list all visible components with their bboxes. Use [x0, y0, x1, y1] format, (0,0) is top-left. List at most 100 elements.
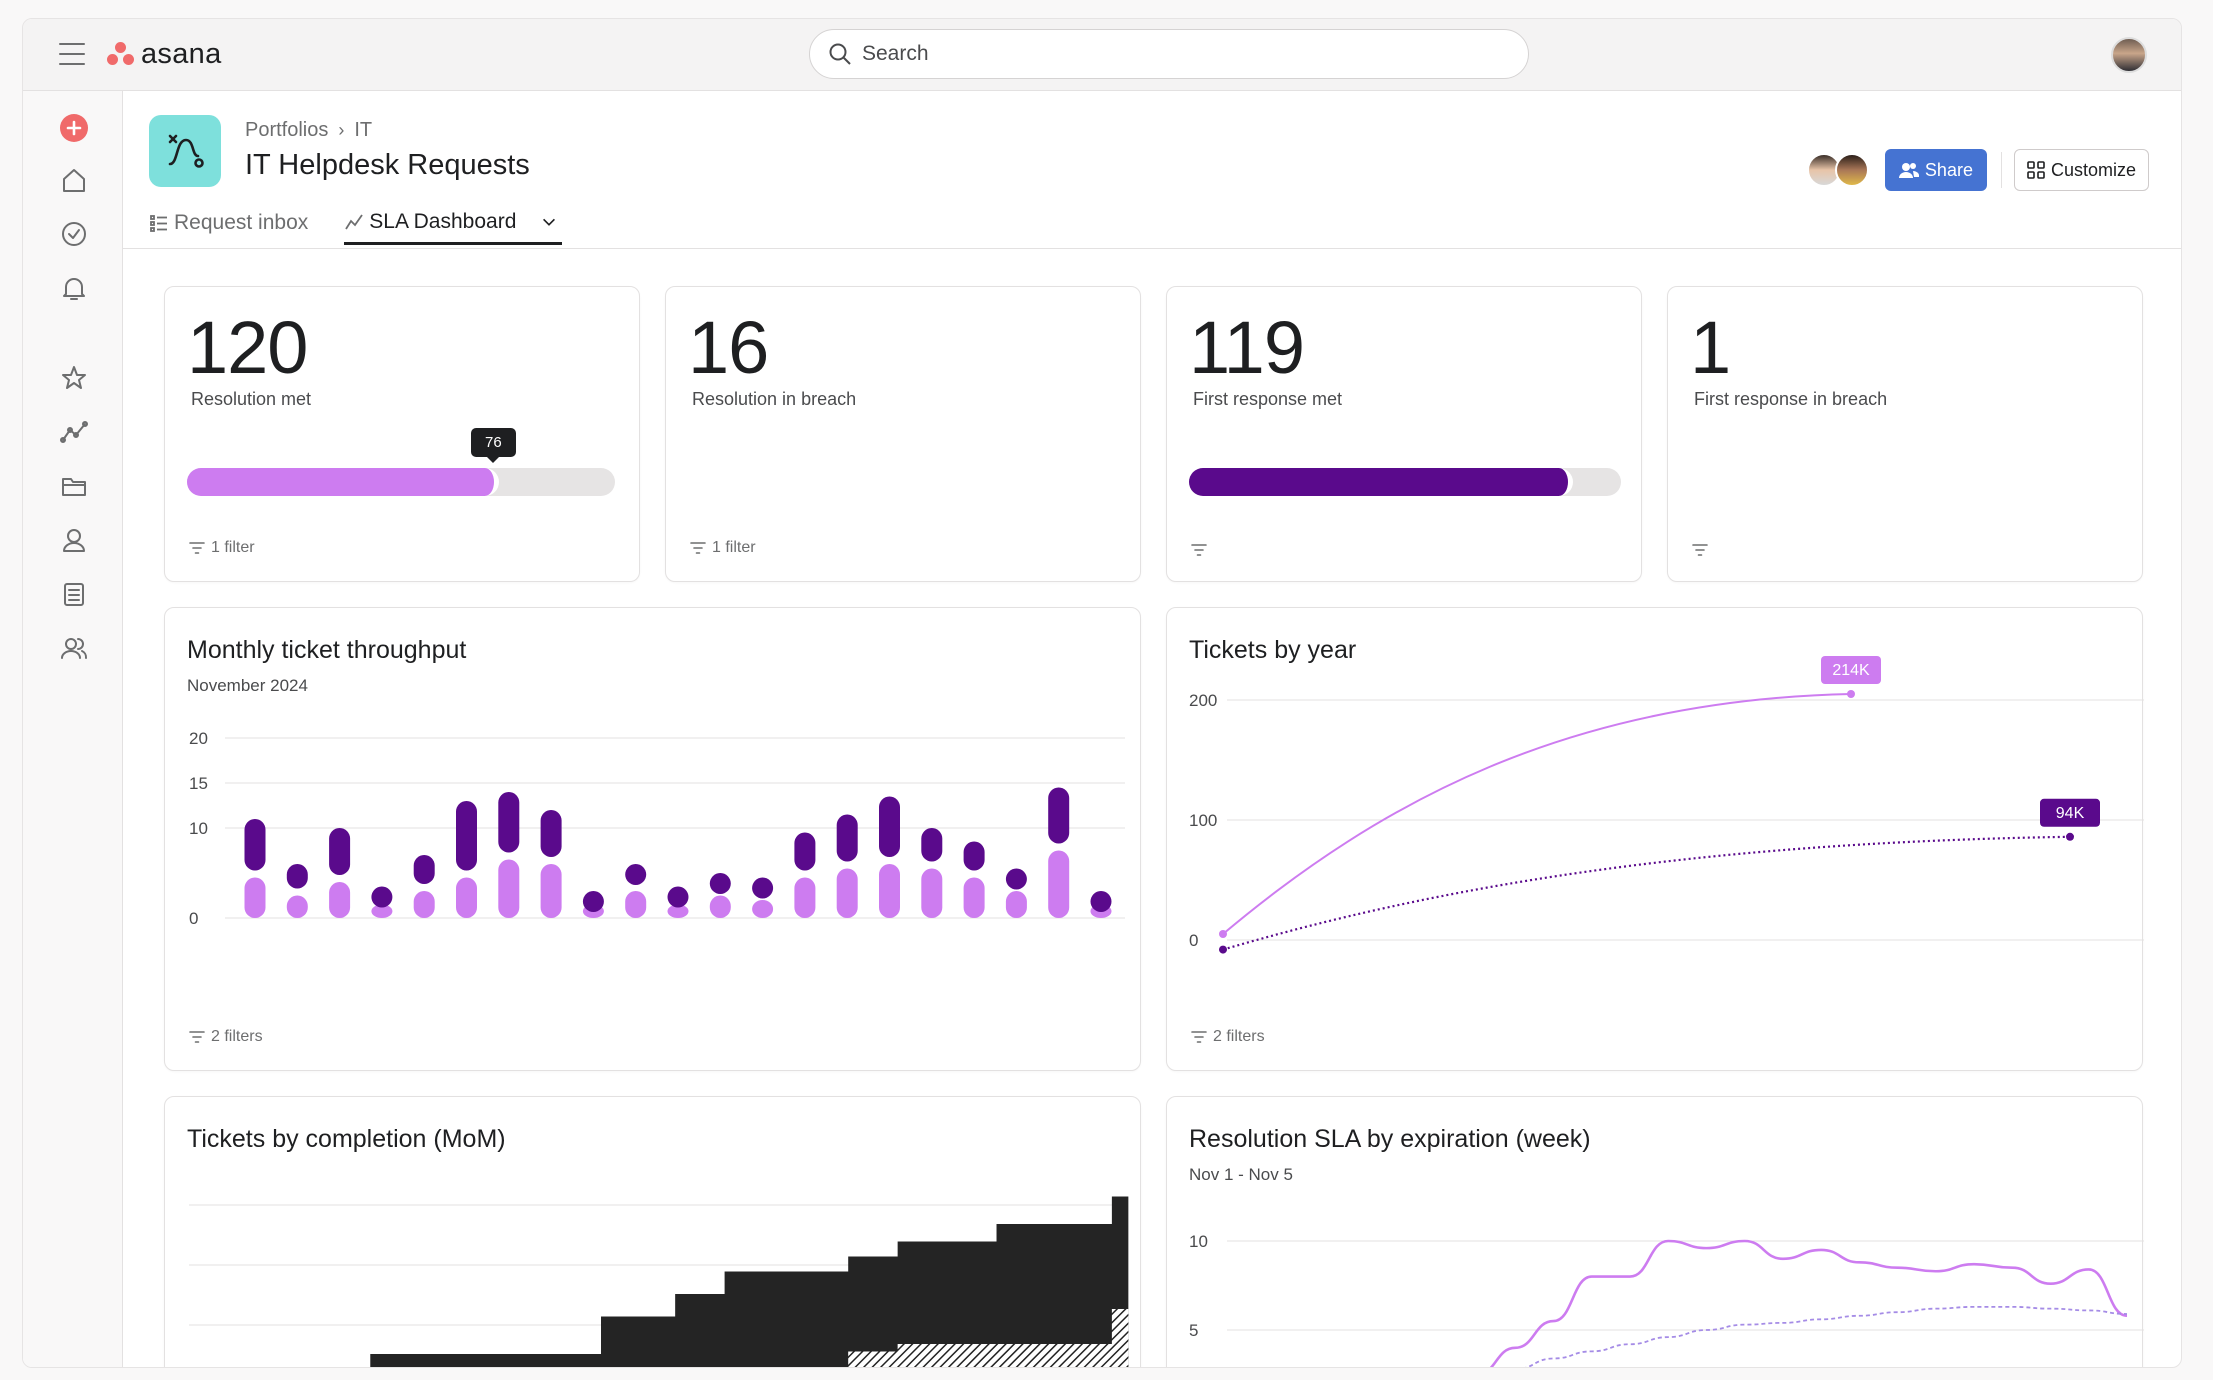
y-tick-label: 0: [189, 909, 198, 928]
bell-icon: [63, 278, 85, 300]
hamburger-menu-icon[interactable]: [59, 43, 85, 65]
star-icon: [62, 366, 86, 389]
divider: [2000, 152, 2002, 188]
data-point: [1219, 930, 1227, 938]
filter-indicator[interactable]: 1 filter: [189, 539, 255, 557]
sidebar-item-favorites[interactable]: [57, 361, 91, 395]
filter-indicator[interactable]: [1191, 543, 1213, 557]
stat-card-first-response-in-breach[interactable]: 1 First response in breach: [1667, 286, 2143, 582]
chart-subtitle: November 2024: [187, 676, 308, 695]
project-header: Portfolios › IT IT Helpdesk Requests Req…: [123, 91, 2181, 249]
project-icon[interactable]: [149, 115, 221, 187]
chart-card-tickets-by-completion[interactable]: Tickets by completion (MoM): [164, 1096, 1141, 1367]
filter-indicator[interactable]: 2 filters: [189, 1028, 263, 1046]
stat-card-resolution-in-breach[interactable]: 16 Resolution in breach 1 filter: [665, 286, 1141, 582]
end-label: 94K: [2056, 805, 2085, 822]
area-chart: [189, 1196, 1129, 1367]
series-line: [1222, 693, 1852, 935]
sidebar-item-teams[interactable]: [57, 631, 91, 665]
sidebar-item-goals[interactable]: [57, 577, 91, 611]
series-line: [1524, 1305, 2128, 1367]
filter-icon: [690, 542, 706, 554]
search-bar[interactable]: [809, 29, 1529, 79]
bar-segment-light: [836, 868, 858, 918]
sidebar-item-my-tasks[interactable]: [57, 217, 91, 251]
bar-segment-dark: [1048, 787, 1070, 844]
bar-segment-light: [752, 900, 774, 918]
bar-segment-dark: [625, 864, 647, 885]
y-tick-label: 0: [1189, 931, 1198, 950]
bar-segment-light: [794, 877, 816, 918]
filter-indicator[interactable]: 2 filters: [1191, 1028, 1265, 1046]
app-name: asana: [141, 37, 222, 70]
user-avatar[interactable]: [2111, 37, 2147, 73]
share-button[interactable]: Share: [1884, 149, 1987, 191]
search-icon: [829, 43, 851, 65]
end-label: 214K: [1832, 662, 1870, 679]
breadcrumb-item-it[interactable]: IT: [354, 119, 373, 141]
sidebar-item-reporting[interactable]: [57, 415, 91, 449]
filter-icon: [189, 542, 205, 554]
create-button[interactable]: [57, 111, 91, 145]
trend-line-icon: [345, 213, 364, 229]
bar-segment-light: [498, 859, 520, 918]
list-icon: [150, 215, 167, 232]
filter-label: 2 filters: [1213, 1028, 1265, 1045]
tab-bar: Request inbox SLA Dashboard: [149, 201, 586, 249]
sidebar-item-inbox[interactable]: [57, 271, 91, 305]
filter-indicator[interactable]: [1692, 543, 1714, 557]
stat-label: Resolution met: [191, 389, 312, 409]
bar-segment-dark: [963, 841, 985, 871]
bar-segment-light: [286, 895, 308, 918]
bar-segment-dark: [794, 832, 816, 871]
sidebar: [23, 91, 123, 1367]
bar-segment-light: [540, 864, 562, 918]
person-icon: [63, 529, 85, 552]
filter-icon: [1191, 544, 1207, 556]
tab-request-inbox[interactable]: Request inbox: [149, 201, 320, 245]
stat-card-first-response-met[interactable]: 119 First response met: [1166, 286, 1642, 582]
bar-segment-light: [667, 904, 689, 918]
area-hatched: [848, 1281, 1129, 1367]
plus-circle-icon: [60, 114, 88, 142]
bar-segment-light: [456, 877, 477, 918]
bar-segment-dark: [879, 796, 900, 857]
asana-logo-icon: [107, 42, 135, 66]
chart-card-resolution-sla[interactable]: Resolution SLA by expiration (week) Nov …: [1166, 1096, 2144, 1367]
chart-card-tickets-by-year[interactable]: Tickets by year 0 100 200 214K 94K 2 filters: [1166, 607, 2144, 1071]
bar-tooltip: 76: [471, 428, 516, 463]
search-input[interactable]: [862, 42, 1462, 66]
breadcrumb-item-portfolios[interactable]: Portfolios: [245, 119, 329, 141]
member-avatar[interactable]: [1834, 153, 1869, 187]
sidebar-item-home[interactable]: [57, 163, 91, 197]
bar-segment-light: [709, 895, 731, 918]
area-solid: [370, 1196, 1129, 1367]
stat-label: Resolution in breach: [692, 389, 857, 409]
bar-segment-dark: [752, 877, 774, 899]
chart-card-monthly-throughput[interactable]: Monthly ticket throughput November 2024 …: [164, 607, 1141, 1071]
tab-label: SLA Dashboard: [369, 209, 517, 233]
people-icon: [1898, 163, 1919, 178]
stat-value: 16: [688, 306, 769, 389]
bar-chart: 0 10 15 20: [189, 729, 1125, 928]
bar-segment-light: [329, 882, 351, 918]
sidebar-item-people[interactable]: [57, 523, 91, 557]
asana-logo[interactable]: asana: [107, 37, 222, 71]
bar-segment-dark: [286, 864, 308, 889]
breadcrumb: Portfolios › IT: [245, 119, 372, 142]
sidebar-item-projects[interactable]: [57, 469, 91, 503]
filter-indicator[interactable]: 1 filter: [690, 539, 756, 557]
team-icon: [61, 638, 87, 659]
line-chart: 0 100 200 214K 94K: [1189, 656, 2144, 954]
chevron-down-icon[interactable]: [540, 213, 558, 231]
stat-card-resolution-met[interactable]: 120 Resolution met 76 1 filter: [164, 286, 640, 582]
end-label-badge: [1821, 656, 1881, 684]
bar-segment-dark: [582, 891, 604, 912]
customize-button[interactable]: Customize: [2013, 149, 2149, 191]
chart-subtitle: Nov 1 - Nov 5: [1189, 1165, 1293, 1184]
tab-sla-dashboard[interactable]: SLA Dashboard: [344, 201, 563, 245]
y-tick-label: 10: [189, 819, 208, 838]
y-tick-label: 200: [1189, 691, 1217, 710]
stat-value: 119: [1189, 306, 1305, 389]
check-circle-icon: [62, 222, 86, 246]
